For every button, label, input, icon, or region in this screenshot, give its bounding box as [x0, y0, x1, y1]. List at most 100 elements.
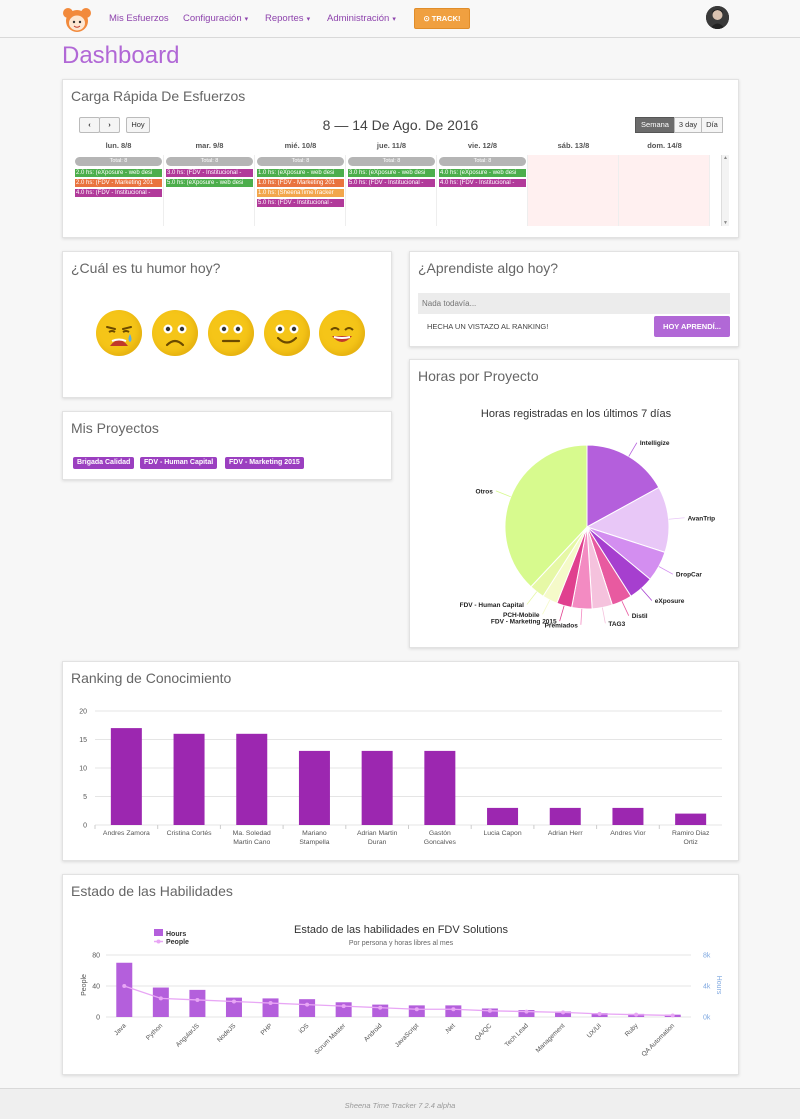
calendar-event[interactable]: 1.0 hs: (FDV - Marketing 201: [257, 179, 344, 187]
day-column[interactable]: Total: 8 1.0 hs: (eXposure - web desi 1.0 …: [255, 155, 346, 226]
winking-face-glyph: [330, 327, 354, 342]
user-avatar[interactable]: [706, 6, 729, 29]
hoy-aprendi-button[interactable]: HOY APRENDÍ...: [654, 316, 730, 337]
pie-slice[interactable]: [585, 486, 670, 553]
scroll-down-icon[interactable]: ▼: [723, 220, 728, 226]
legend-hours-label[interactable]: Hours: [166, 931, 186, 938]
ranking-bar[interactable]: [298, 750, 330, 825]
people-point[interactable]: [524, 1009, 529, 1014]
x-category-label: Ortiz: [683, 839, 698, 846]
x-category-label: Andres Zamora: [103, 830, 150, 837]
people-point[interactable]: [378, 1005, 383, 1010]
ranking-bar[interactable]: [487, 807, 519, 825]
calendar-event[interactable]: 4.0 hs: (FDV - Institucional -: [75, 189, 162, 197]
pie-slice[interactable]: [586, 444, 660, 528]
ranking-bar[interactable]: [549, 807, 581, 825]
calendar-event[interactable]: 4.0 hs: (FDV - Institucional -: [439, 179, 526, 187]
x-category-label: Lucia Capon: [483, 830, 521, 837]
day-column[interactable]: Total: 8 4.0 hs: (eXposure - web desi 4.0 …: [437, 155, 528, 226]
ranking-bar[interactable]: [110, 728, 142, 825]
skill-hours-bar[interactable]: [189, 989, 206, 1017]
calendar-event[interactable]: 2.0 hs: (FDV - Marketing 201: [75, 179, 162, 187]
calendar-event[interactable]: 2.0 hs: (eXposure - web desi: [75, 169, 162, 177]
sad-face-icon[interactable]: [152, 310, 198, 356]
view-week-button[interactable]: Semana: [635, 117, 675, 133]
day-column[interactable]: Total: 8 3.0 hs: (eXposure - web desi 5.0 …: [346, 155, 437, 226]
nav-label: Administración: [327, 13, 390, 24]
nav-reportes[interactable]: Reportes ▾: [265, 13, 310, 24]
project-tag[interactable]: FDV - Human Capital: [140, 457, 218, 469]
day-column[interactable]: Total: 8 2.0 hs: (eXposure - web desi 2.0 …: [73, 155, 164, 226]
skill-hours-bar[interactable]: [225, 997, 242, 1017]
sheena-logo-icon[interactable]: [62, 4, 92, 34]
legend-people-label[interactable]: People: [166, 939, 189, 946]
panel-title: Estado de las Habilidades: [71, 883, 233, 899]
calendar-scrollbar[interactable]: ▲ ▼: [721, 155, 729, 226]
people-point[interactable]: [195, 997, 200, 1002]
learned-input[interactable]: [418, 293, 730, 314]
scroll-up-icon[interactable]: ▲: [723, 155, 728, 161]
x-category-label: Cristina Cortés: [167, 830, 213, 837]
x-category-label: Ma. Soledad: [233, 830, 271, 837]
calendar-event[interactable]: 1.0 hs: (eXposure - web desi: [257, 169, 344, 177]
project-tag[interactable]: FDV - Marketing 2015: [225, 457, 304, 469]
calendar-event[interactable]: 4.0 hs: (eXposure - web desi: [439, 169, 526, 177]
caret-down-icon: ▾: [306, 16, 311, 23]
pie-connector: [542, 599, 551, 615]
day-total-badge: Total: 8: [257, 157, 344, 166]
today-button[interactable]: Hoy: [126, 117, 150, 133]
ranking-bar[interactable]: [424, 750, 456, 825]
crying-face-icon[interactable]: [96, 310, 142, 356]
view-3day-button[interactable]: 3 day: [674, 117, 702, 133]
calendar-event[interactable]: 5.0 hs: (eXposure - web desi: [166, 179, 253, 187]
people-point[interactable]: [634, 1012, 639, 1017]
winking-face-icon[interactable]: [319, 310, 365, 356]
calendar-event[interactable]: 1.0 hs: (SheenaTimeTracker: [257, 189, 344, 197]
pie-chart-title: Horas registradas en los últimos 7 días: [481, 408, 672, 420]
nav-mis-esfuerzos[interactable]: Mis Esfuerzos: [109, 13, 169, 24]
calendar-event[interactable]: 3.0 hs: (FDV - Institucional -: [166, 169, 253, 177]
pie-connector: [628, 442, 638, 457]
people-point[interactable]: [341, 1004, 346, 1009]
skill-hours-bar[interactable]: [152, 987, 169, 1017]
people-point[interactable]: [231, 999, 236, 1004]
neutral-face-icon[interactable]: [208, 310, 254, 356]
pie-slice-label: Premiados: [545, 622, 579, 629]
people-point[interactable]: [305, 1002, 310, 1007]
people-point[interactable]: [158, 996, 163, 1001]
people-point[interactable]: [414, 1007, 419, 1012]
pie-slice-label: Otros: [476, 488, 494, 495]
happy-face-icon[interactable]: [264, 310, 310, 356]
people-point[interactable]: [487, 1008, 492, 1013]
ranking-bar[interactable]: [173, 733, 205, 825]
people-point[interactable]: [597, 1011, 602, 1016]
skill-hours-bar[interactable]: [299, 999, 316, 1017]
day-column[interactable]: [528, 155, 619, 226]
ranking-bar[interactable]: [675, 813, 707, 825]
next-week-button[interactable]: ›: [99, 117, 120, 133]
ranking-bar[interactable]: [361, 750, 393, 825]
ranking-bar[interactable]: [612, 807, 644, 825]
skill-hours-bar[interactable]: [116, 962, 133, 1017]
pie-connector: [621, 601, 630, 616]
ranking-bar[interactable]: [236, 733, 268, 825]
people-point[interactable]: [561, 1010, 566, 1015]
skills-y-axis-title: People: [81, 974, 88, 996]
people-point[interactable]: [451, 1007, 456, 1012]
track-button[interactable]: ⊙ TRACK!: [414, 8, 470, 29]
people-point[interactable]: [268, 1001, 273, 1006]
nav-configuracion[interactable]: Configuración ▾: [183, 13, 248, 24]
people-point[interactable]: [670, 1013, 675, 1018]
pie-slice[interactable]: [504, 444, 588, 588]
x-category-label: .Net: [443, 1022, 457, 1036]
day-column[interactable]: Total: 8 3.0 hs: (FDV - Institucional - 5.…: [164, 155, 255, 226]
calendar-event[interactable]: 5.0 hs: (FDV - Institucional -: [348, 179, 435, 187]
calendar-event[interactable]: 3.0 hs: (eXposure - web desi: [348, 169, 435, 177]
calendar-event[interactable]: 5.0 hs: (FDV - Institucional -: [257, 199, 344, 207]
view-day-button[interactable]: Día: [701, 117, 723, 133]
project-tag[interactable]: Brigada Calidad: [73, 457, 135, 469]
people-point[interactable]: [122, 984, 127, 988]
nav-administracion[interactable]: Administración ▾: [327, 13, 396, 24]
ranking-link[interactable]: HECHA UN VISTAZO AL RANKING!: [427, 322, 549, 331]
day-column[interactable]: [619, 155, 710, 226]
